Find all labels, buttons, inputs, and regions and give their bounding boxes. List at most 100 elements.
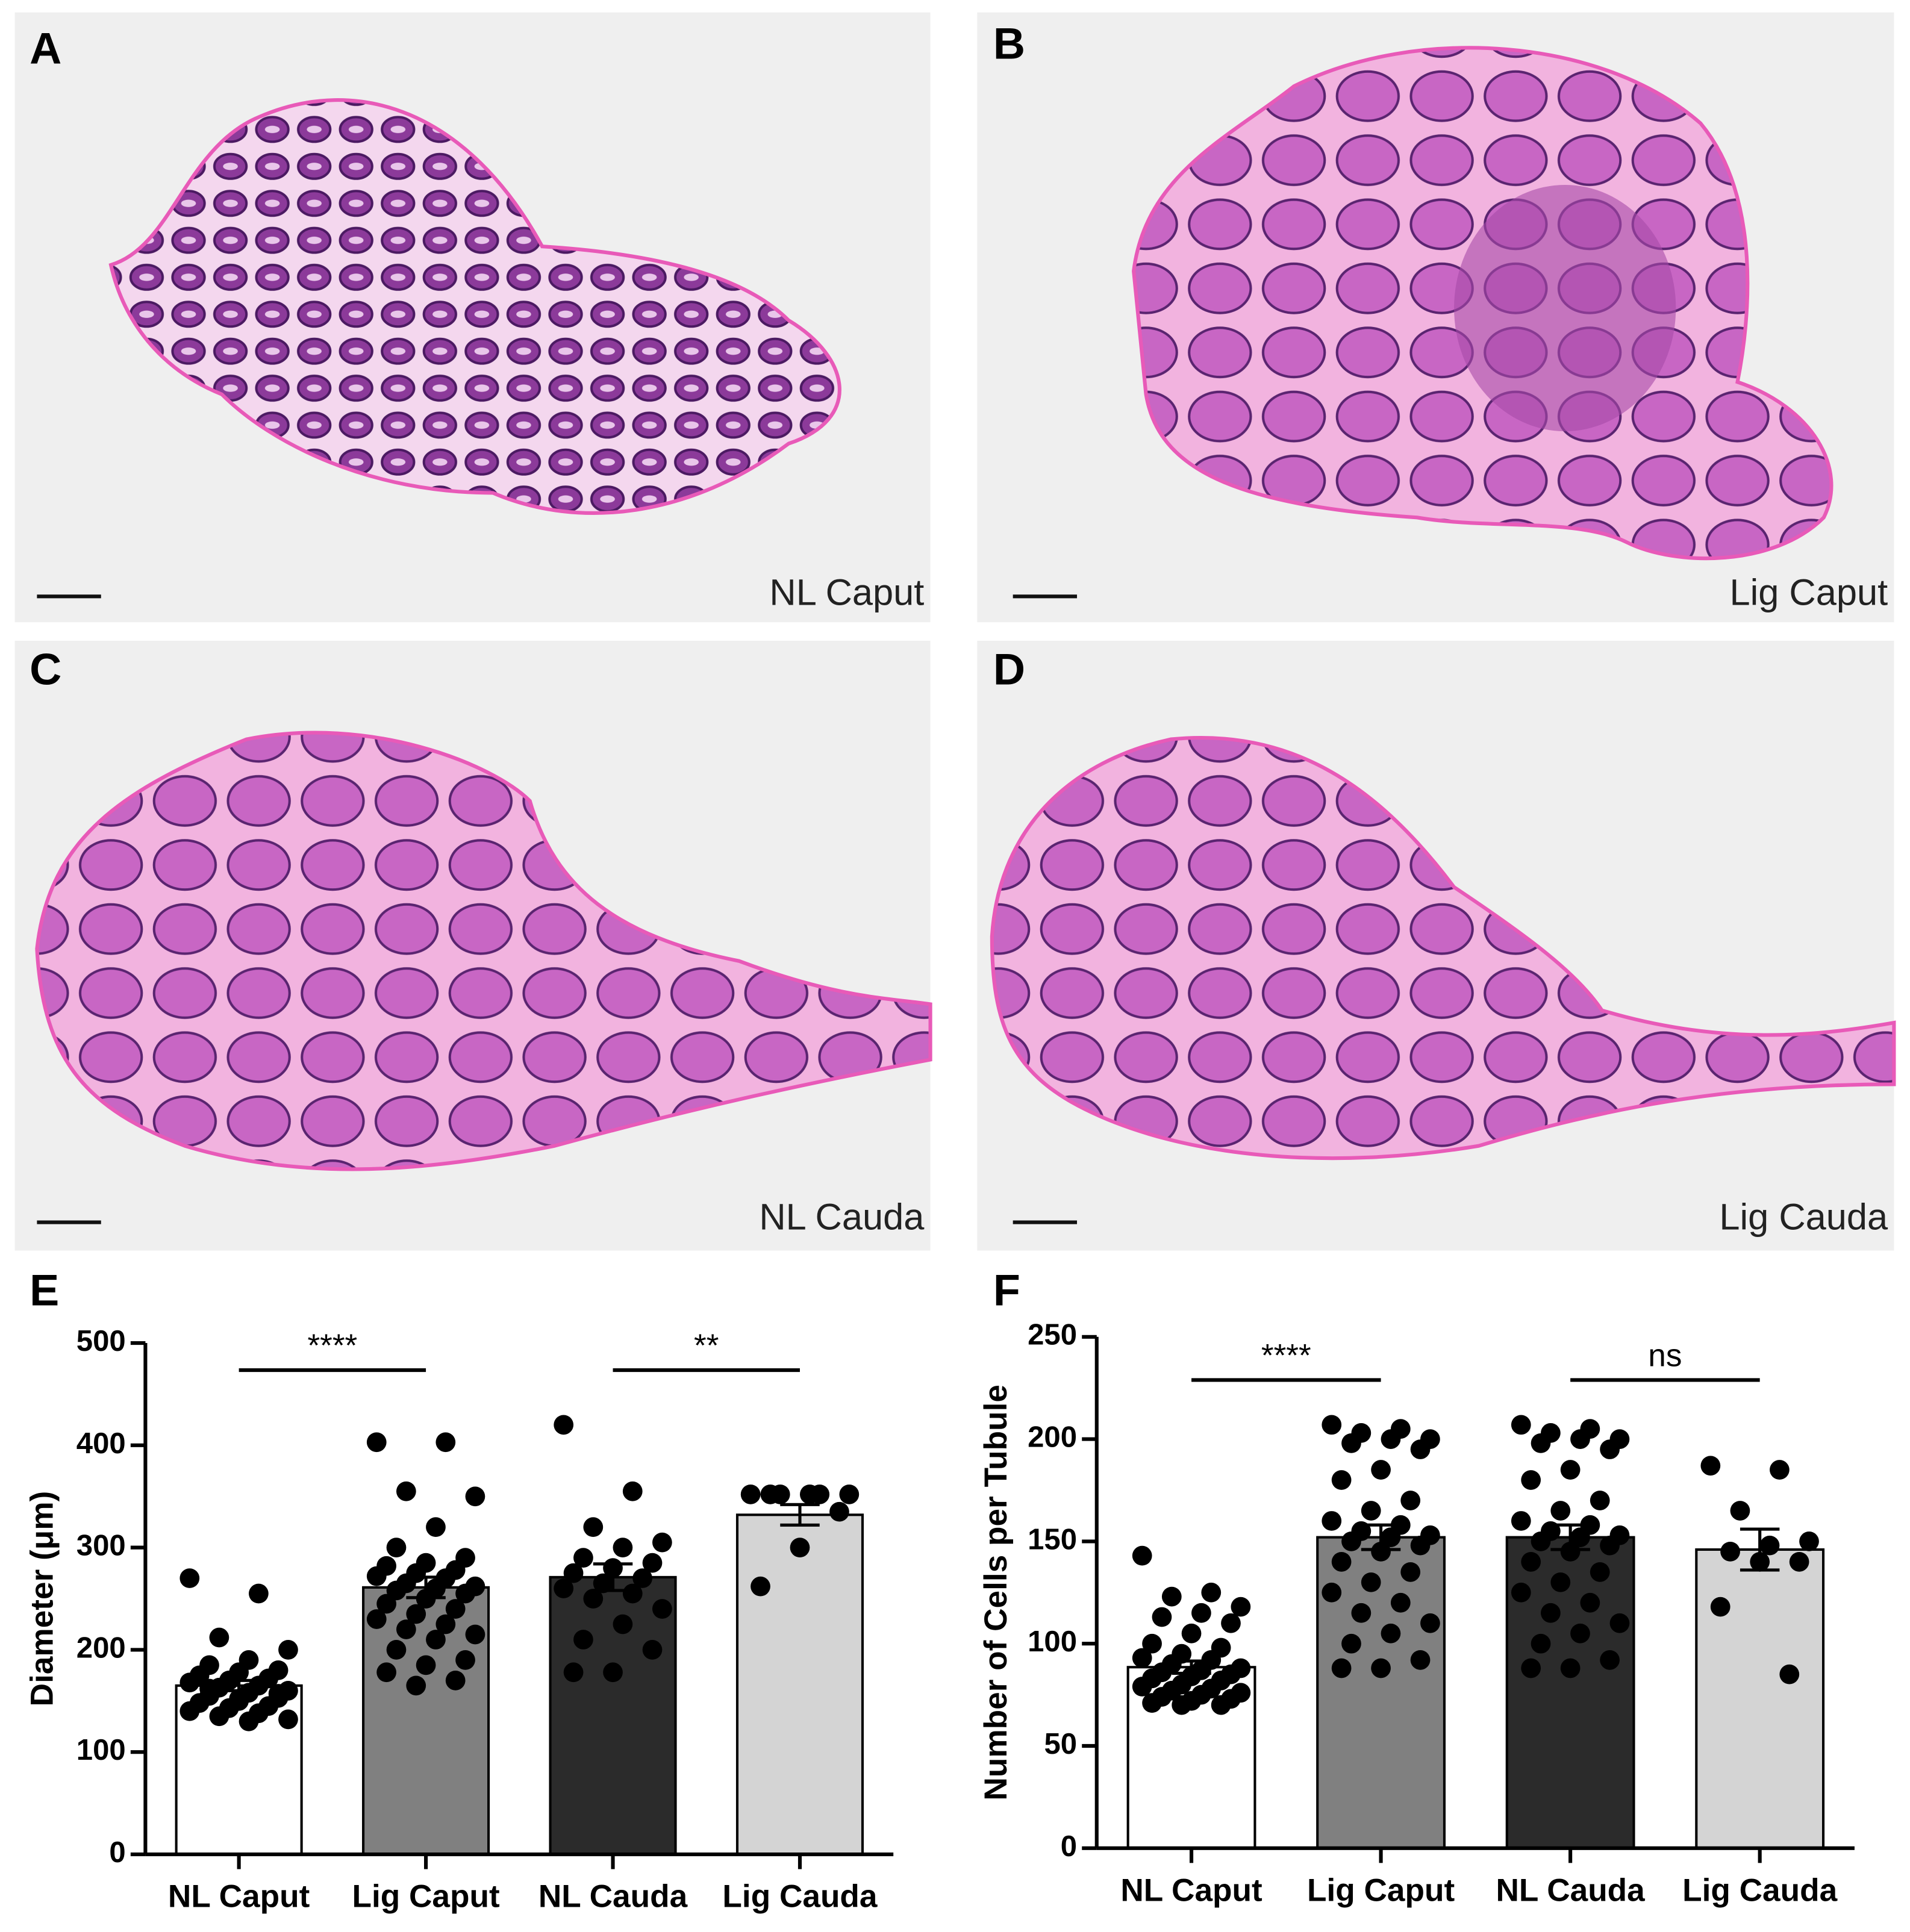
data-point xyxy=(593,1573,613,1594)
data-point xyxy=(829,1501,849,1522)
data-point xyxy=(465,1486,485,1507)
data-point xyxy=(839,1484,860,1504)
data-point xyxy=(1181,1623,1202,1644)
data-point xyxy=(1191,1603,1211,1623)
data-point xyxy=(1201,1582,1222,1603)
data-point xyxy=(1570,1429,1590,1449)
data-point xyxy=(1580,1592,1600,1613)
data-point xyxy=(248,1583,269,1604)
y-tick-label: 100 xyxy=(1028,1625,1077,1658)
y-tick-label: 100 xyxy=(76,1734,126,1766)
panel-letter: E xyxy=(30,1265,59,1315)
data-point xyxy=(1730,1501,1750,1521)
x-tick-label: NL Cauda xyxy=(538,1879,688,1915)
y-axis-label: Diameter (μm) xyxy=(25,1491,60,1707)
data-point xyxy=(1560,1658,1581,1678)
tissue xyxy=(35,731,932,1171)
data-point xyxy=(199,1678,219,1699)
data-point xyxy=(573,1630,593,1650)
panel-letter: B xyxy=(993,18,1025,68)
error-bar xyxy=(219,1678,259,1692)
data-point xyxy=(1361,1501,1381,1521)
y-tick-label: 300 xyxy=(76,1530,126,1562)
panel-letter: D xyxy=(993,644,1025,694)
bar xyxy=(1505,1536,1635,1849)
data-point xyxy=(642,1553,663,1573)
panel-caption: Lig Caput xyxy=(1730,572,1888,613)
data-point xyxy=(1600,1650,1620,1670)
data-point xyxy=(386,1538,407,1557)
data-point xyxy=(1590,1491,1610,1510)
data-point xyxy=(1371,1658,1391,1678)
bar xyxy=(549,1575,677,1856)
data-point xyxy=(1341,1532,1361,1551)
x-tick-label: Lig Cauda xyxy=(722,1879,878,1915)
panel-letter: A xyxy=(30,23,61,73)
panel-letter: F xyxy=(993,1265,1020,1315)
data-point xyxy=(1331,1470,1352,1490)
data-point xyxy=(563,1563,584,1583)
data-point xyxy=(1779,1664,1800,1684)
panel-letter: C xyxy=(30,644,61,694)
data-point xyxy=(1770,1460,1790,1480)
data-point xyxy=(278,1709,298,1730)
y-tick-label: 0 xyxy=(109,1836,125,1869)
data-point xyxy=(554,1578,574,1598)
bar xyxy=(735,1513,864,1856)
data-point xyxy=(1789,1551,1809,1572)
data-point xyxy=(603,1662,623,1683)
y-tick-label: 200 xyxy=(76,1631,126,1664)
data-point xyxy=(1420,1613,1440,1633)
significance-label: **** xyxy=(307,1328,357,1363)
data-point xyxy=(179,1701,200,1721)
data-point xyxy=(1211,1695,1231,1715)
significance-label: ** xyxy=(694,1328,719,1363)
y-tick-label: 400 xyxy=(76,1427,126,1460)
data-point xyxy=(563,1662,584,1683)
data-point xyxy=(1381,1527,1401,1547)
data-point xyxy=(396,1619,416,1639)
x-tick-label: NL Cauda xyxy=(1496,1872,1645,1908)
data-point xyxy=(1600,1535,1620,1556)
data-point xyxy=(1521,1658,1541,1678)
tissue xyxy=(1454,184,1676,432)
bar xyxy=(1695,1548,1825,1849)
data-point xyxy=(1560,1460,1581,1480)
data-point xyxy=(268,1684,289,1704)
significance-label: **** xyxy=(1261,1338,1311,1374)
data-point xyxy=(652,1532,672,1553)
panel-caption: NL Caput xyxy=(769,572,924,613)
data-point xyxy=(1231,1597,1251,1617)
data-point xyxy=(1410,1650,1431,1670)
data-point xyxy=(209,1706,229,1727)
data-point xyxy=(1531,1433,1551,1453)
data-point xyxy=(1221,1613,1241,1633)
data-point xyxy=(760,1484,781,1504)
data-point xyxy=(1351,1603,1372,1623)
data-point xyxy=(1132,1545,1152,1566)
data-point xyxy=(1511,1415,1531,1435)
data-point xyxy=(1322,1415,1342,1435)
data-point xyxy=(613,1538,633,1557)
data-point xyxy=(1361,1572,1381,1592)
data-point xyxy=(239,1711,259,1731)
data-point xyxy=(622,1481,643,1501)
data-point xyxy=(1531,1633,1551,1654)
data-point xyxy=(435,1432,456,1453)
error-bar xyxy=(1361,1523,1401,1551)
data-point xyxy=(376,1662,396,1683)
data-point xyxy=(1570,1623,1590,1644)
data-point xyxy=(1142,1693,1162,1713)
y-tick-label: 500 xyxy=(76,1325,126,1357)
data-point xyxy=(1341,1433,1361,1453)
bar xyxy=(1316,1536,1446,1849)
data-point xyxy=(406,1604,426,1624)
data-point xyxy=(1521,1470,1541,1490)
data-point xyxy=(366,1609,387,1629)
data-point xyxy=(1600,1439,1620,1459)
data-point xyxy=(652,1599,672,1619)
significance-label: ns xyxy=(1648,1338,1682,1374)
data-point xyxy=(1371,1460,1391,1480)
data-point xyxy=(426,1517,446,1538)
